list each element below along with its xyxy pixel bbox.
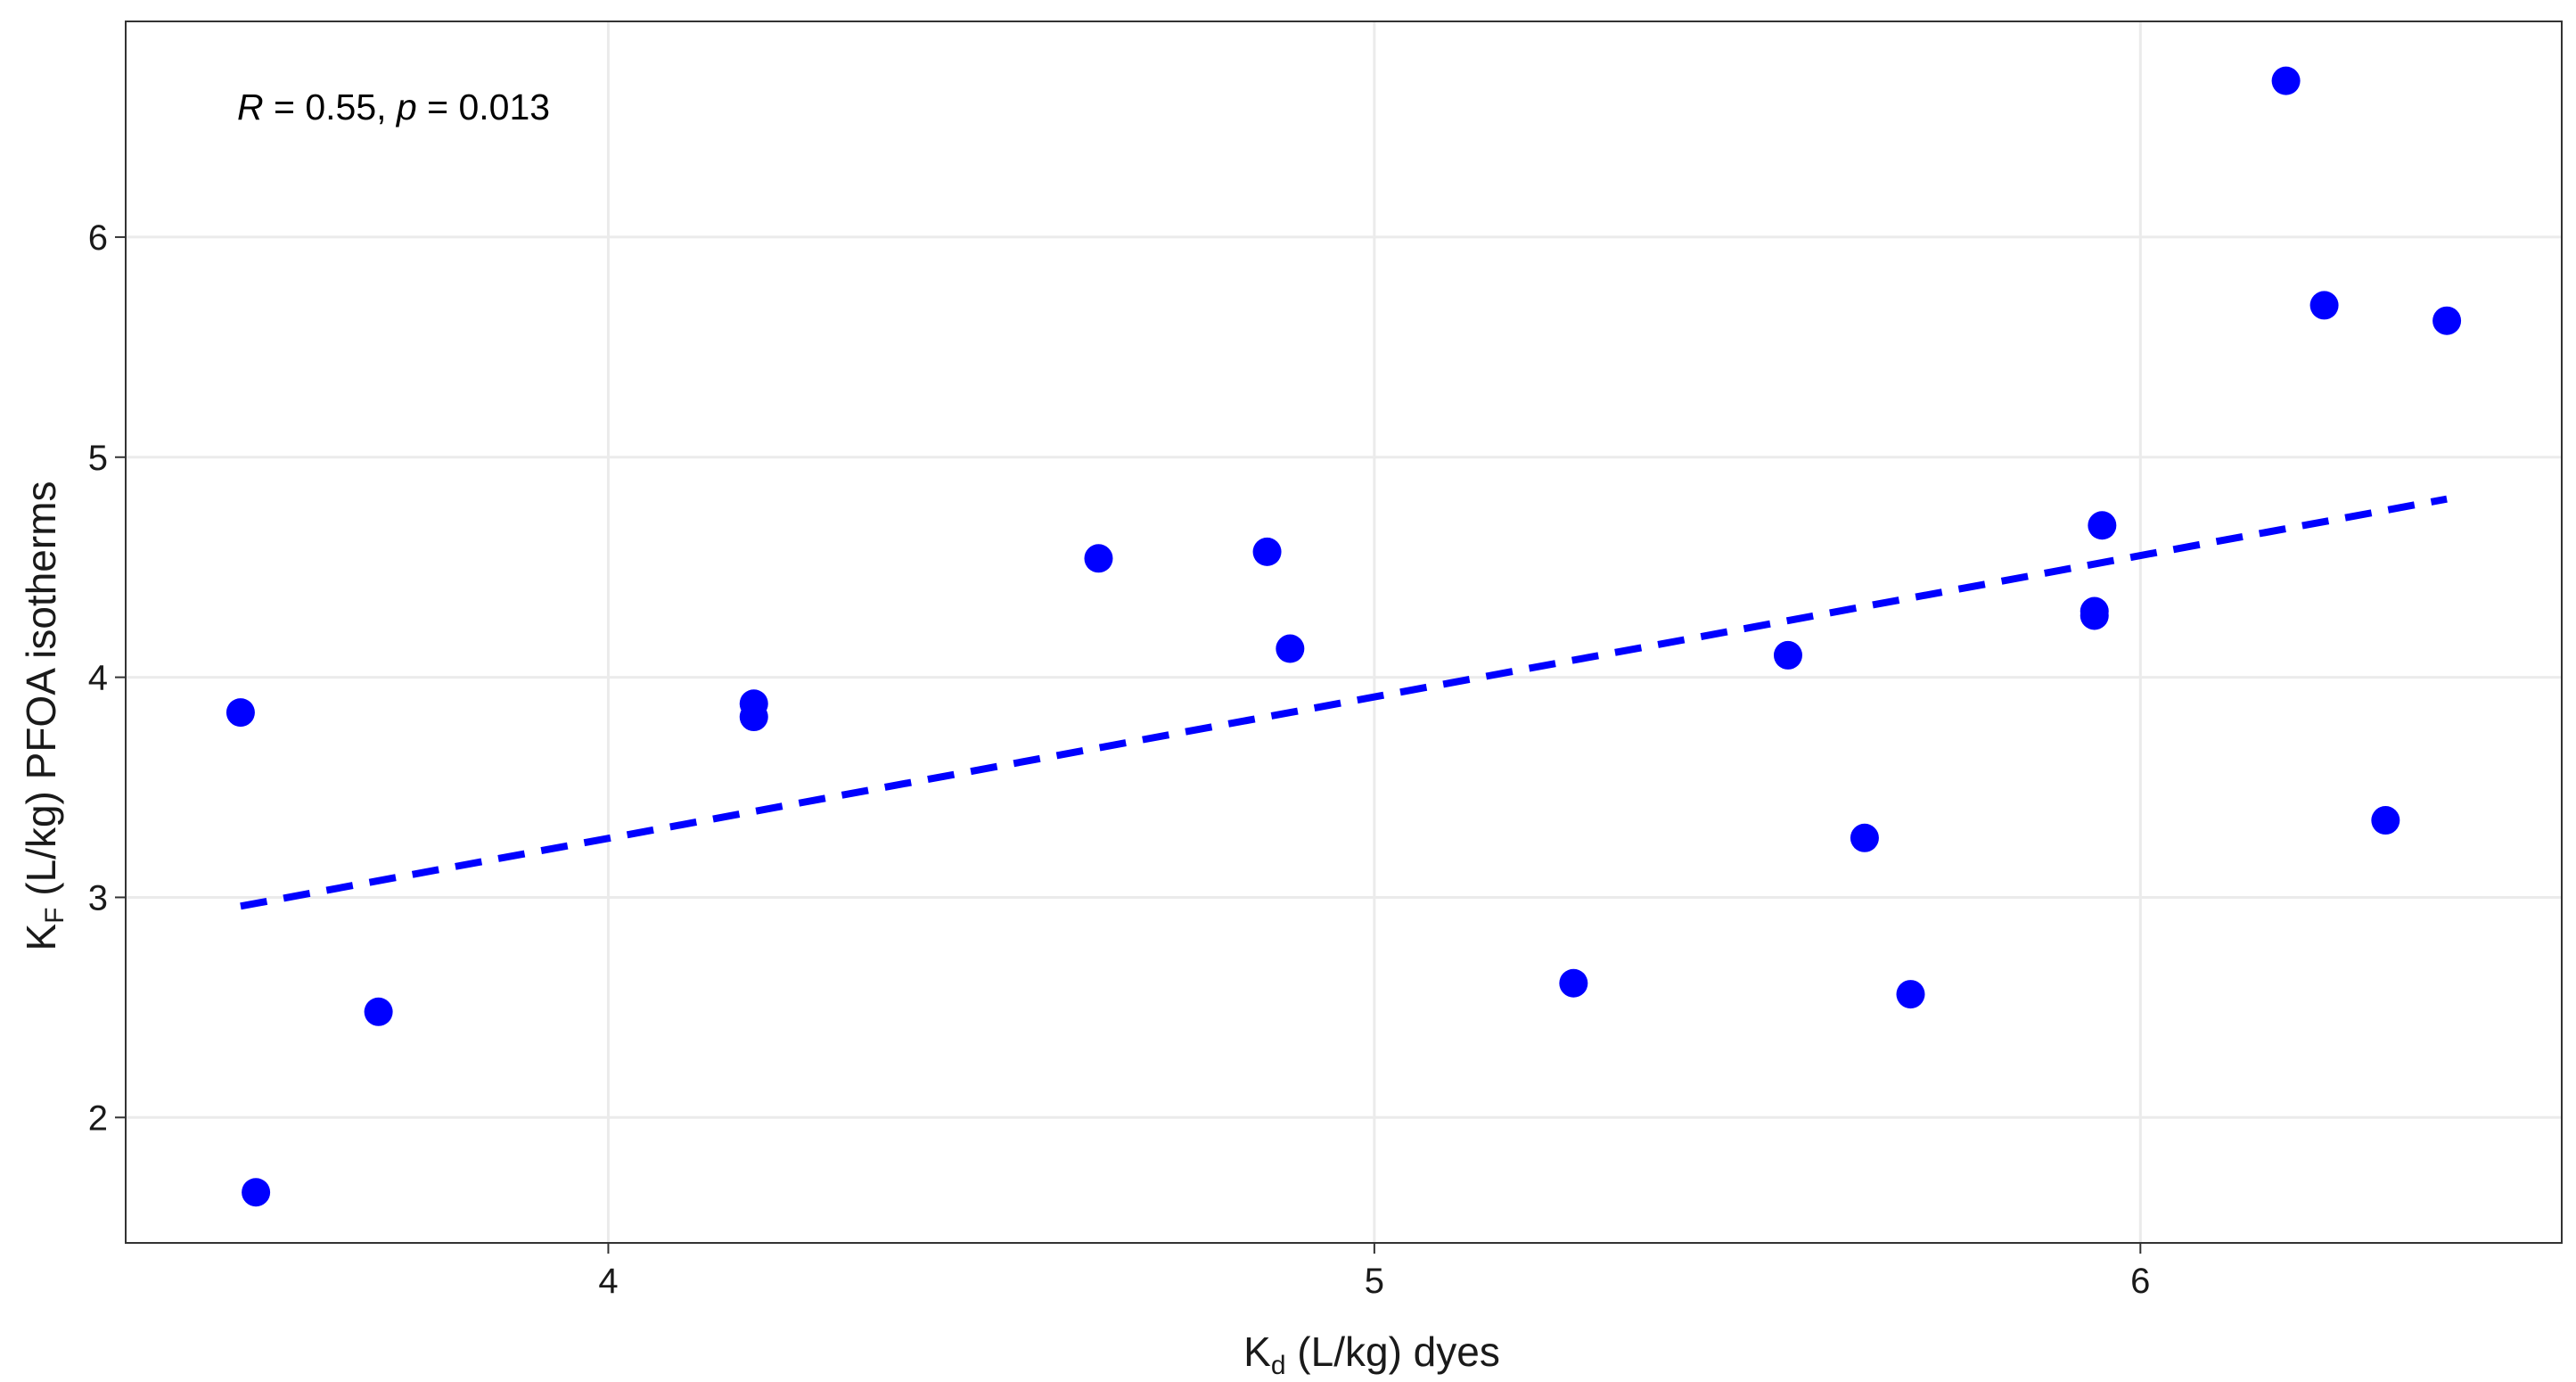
y-axis-title-rest: (L/kg) PFOA isotherms <box>18 481 64 907</box>
data-point <box>1850 823 1879 852</box>
data-point <box>2088 511 2117 540</box>
regression-line <box>240 495 2448 910</box>
data-point <box>1084 544 1113 573</box>
data-point <box>739 703 768 732</box>
data-point <box>1559 968 1588 998</box>
annotation-r-text: = 0.55, <box>264 86 397 128</box>
x-axis-ticks: 4 5 6 <box>598 1243 2150 1301</box>
y-tick-label: 2 <box>88 1098 108 1138</box>
x-axis-title-subscript: d <box>1271 1351 1286 1380</box>
data-point <box>242 1178 271 1207</box>
data-point <box>2080 601 2109 630</box>
x-axis-title-main: K <box>1243 1329 1271 1375</box>
data-point-layer <box>226 66 2462 1207</box>
y-axis-title: KF (L/kg) PFOA isotherms <box>18 481 70 950</box>
annotation-p-text: = 0.013 <box>417 86 550 128</box>
x-axis-title-rest: (L/kg) dyes <box>1286 1329 1500 1375</box>
annotation-p-symbol: p <box>395 86 417 128</box>
data-point <box>2371 806 2400 835</box>
x-tick-label: 4 <box>598 1262 618 1301</box>
data-point <box>226 698 255 728</box>
data-point <box>2309 291 2339 320</box>
y-axis-title-main: K <box>18 924 64 951</box>
plot-panel-border <box>125 21 2563 1244</box>
data-point <box>1773 640 1802 670</box>
annotation-r-symbol: R <box>237 86 264 128</box>
data-point <box>2432 306 2462 335</box>
x-tick-label: 6 <box>2130 1262 2150 1301</box>
data-point <box>2271 66 2301 95</box>
y-axis-title-subscript: F <box>40 908 70 924</box>
data-point <box>1252 537 1282 566</box>
gridlines <box>126 21 2562 1243</box>
correlation-annotation: R = 0.55, p = 0.013 <box>237 86 550 128</box>
data-point <box>1276 634 1305 663</box>
data-point <box>1896 980 1925 1009</box>
x-axis-title: Kd (L/kg) dyes <box>1243 1329 1500 1380</box>
y-tick-label: 6 <box>88 218 108 258</box>
y-axis-ticks: 2 3 4 5 6 <box>88 218 126 1138</box>
y-tick-label: 3 <box>88 878 108 917</box>
x-tick-label: 5 <box>1365 1262 1384 1301</box>
y-tick-label: 4 <box>88 659 108 698</box>
data-point <box>364 997 393 1026</box>
y-tick-label: 5 <box>88 439 108 478</box>
trend-line-layer <box>240 495 2448 910</box>
